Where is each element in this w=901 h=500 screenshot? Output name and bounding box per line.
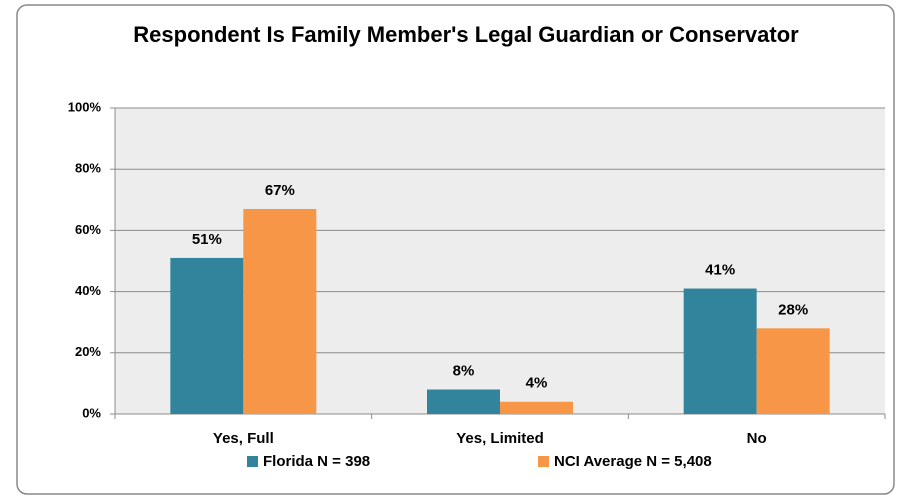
x-tick-label: No bbox=[747, 430, 767, 447]
y-tick-label: 100% bbox=[68, 99, 102, 114]
bar bbox=[170, 257, 244, 414]
value-label: 28% bbox=[778, 301, 808, 318]
legend-swatch bbox=[247, 456, 258, 467]
bar bbox=[756, 328, 830, 414]
value-label: 8% bbox=[453, 362, 475, 379]
bar bbox=[683, 288, 757, 414]
y-tick-label: 0% bbox=[82, 405, 101, 420]
legend-swatch bbox=[538, 456, 549, 467]
value-label: 41% bbox=[705, 262, 735, 279]
legend-label: Florida N = 398 bbox=[263, 453, 370, 470]
x-tick-label: Yes, Limited bbox=[456, 430, 544, 447]
x-tick-label: Yes, Full bbox=[213, 430, 274, 447]
bar bbox=[243, 208, 317, 414]
value-label: 67% bbox=[265, 182, 295, 199]
bar bbox=[427, 389, 500, 414]
chart-title: Respondent Is Family Member's Legal Guar… bbox=[133, 22, 799, 47]
y-tick-label: 40% bbox=[75, 283, 101, 298]
bar bbox=[500, 401, 573, 414]
y-tick-label: 60% bbox=[75, 222, 101, 237]
value-label: 4% bbox=[526, 375, 548, 392]
y-tick-label: 20% bbox=[75, 344, 101, 359]
y-tick-label: 80% bbox=[75, 161, 101, 176]
value-label: 51% bbox=[192, 231, 222, 248]
legend-label: NCI Average N = 5,408 bbox=[554, 453, 712, 470]
